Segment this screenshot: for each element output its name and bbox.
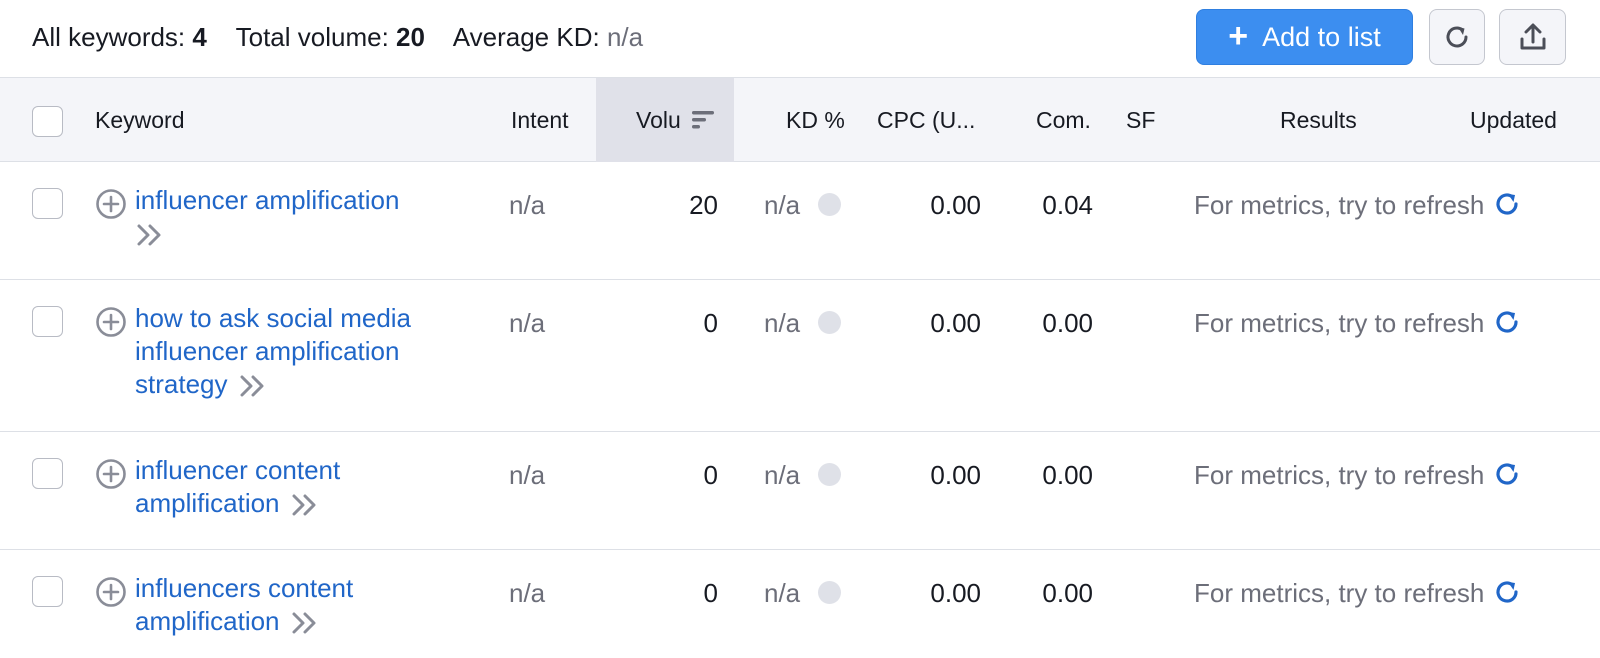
volume-value: 0: [703, 460, 718, 490]
refresh-icon: [1446, 26, 1468, 48]
refresh-icon[interactable]: [1492, 577, 1522, 607]
kd-value: n/a: [764, 190, 801, 220]
total-volume-stat: Total volume: 20: [235, 22, 425, 52]
double-chevron-right-icon[interactable]: [290, 610, 320, 636]
intent-value: n/a: [509, 578, 546, 608]
column-volume[interactable]: Volu: [596, 78, 734, 162]
column-keyword[interactable]: Keyword: [95, 107, 185, 133]
column-sf[interactable]: SF: [1126, 107, 1156, 133]
row-checkbox[interactable]: [32, 188, 63, 219]
refresh-icon[interactable]: [1492, 189, 1522, 219]
kd-cell: n/a: [764, 306, 842, 340]
kd-indicator: [818, 463, 842, 487]
summary-stats: All keywords: 4 Total volume: 20 Average…: [32, 20, 665, 54]
kd-indicator: [818, 581, 842, 605]
average-kd-stat: Average KD: n/a: [452, 22, 644, 52]
volume-value: 0: [703, 578, 718, 608]
column-com[interactable]: Com.: [1036, 107, 1091, 133]
results-cell: For metrics, try to refresh: [1194, 188, 1522, 222]
add-to-list-button[interactable]: + Add to list: [1196, 9, 1413, 65]
column-volume-label: Volu: [636, 107, 681, 133]
cpc-value: 0.00: [930, 190, 981, 220]
column-kd[interactable]: KD %: [786, 107, 845, 133]
kd-cell: n/a: [764, 188, 842, 222]
plus-icon: +: [1228, 16, 1249, 55]
intent-value: n/a: [509, 460, 546, 490]
total-volume-value: 20: [396, 22, 425, 52]
volume-value: 20: [689, 190, 718, 220]
refresh-icon[interactable]: [1492, 459, 1522, 489]
add-keyword-icon[interactable]: [95, 458, 127, 490]
row-checkbox[interactable]: [32, 306, 63, 337]
refresh-icon[interactable]: [1492, 307, 1522, 337]
all-keywords-count: 4: [192, 22, 207, 52]
column-updated[interactable]: Updated: [1470, 107, 1557, 133]
keyword-link[interactable]: influencer amplification: [135, 184, 475, 250]
kd-cell: n/a: [764, 576, 842, 610]
kd-indicator: [818, 193, 842, 217]
kd-value: n/a: [764, 578, 801, 608]
export-icon: [1520, 23, 1545, 50]
add-keyword-icon[interactable]: [95, 188, 127, 220]
column-intent[interactable]: Intent: [511, 107, 569, 133]
add-keyword-icon[interactable]: [95, 306, 127, 338]
com-value: 0.00: [1042, 460, 1093, 490]
results-cell: For metrics, try to refresh: [1194, 576, 1522, 610]
results-cell: For metrics, try to refresh: [1194, 306, 1522, 340]
column-cpc[interactable]: CPC (U...: [877, 107, 976, 133]
keyword-link[interactable]: influencer content amplification: [135, 455, 341, 518]
double-chevron-right-icon[interactable]: [290, 492, 320, 518]
com-value: 0.00: [1042, 578, 1093, 608]
double-chevron-right-icon[interactable]: [135, 222, 165, 248]
refresh-button[interactable]: [1429, 9, 1485, 65]
average-kd-value: n/a: [606, 22, 644, 52]
intent-value: n/a: [509, 308, 546, 338]
double-chevron-right-icon[interactable]: [238, 373, 268, 399]
keyword-link[interactable]: how to ask social media influencer ampli…: [135, 303, 412, 399]
table-row: influencers content amplification n/a 0 …: [0, 550, 1600, 658]
kd-indicator: [818, 311, 842, 335]
add-keyword-icon[interactable]: [95, 576, 127, 608]
kd-value: n/a: [764, 308, 801, 338]
table-row: how to ask social media influencer ampli…: [0, 280, 1600, 432]
table-header: Keyword Intent Volu KD % CPC (U... Com. …: [0, 78, 1600, 162]
results-cell: For metrics, try to refresh: [1194, 458, 1522, 492]
export-button[interactable]: [1499, 9, 1566, 65]
kd-value: n/a: [764, 460, 801, 490]
all-keywords-stat: All keywords: 4: [32, 22, 207, 52]
intent-value: n/a: [509, 190, 546, 220]
table-row: influencer content amplification n/a 0 n…: [0, 432, 1600, 550]
cpc-value: 0.00: [930, 578, 981, 608]
kd-cell: n/a: [764, 458, 842, 492]
summary-bar: All keywords: 4 Total volume: 20 Average…: [0, 0, 1600, 78]
select-all-checkbox[interactable]: [32, 106, 63, 137]
row-checkbox[interactable]: [32, 458, 63, 489]
cpc-value: 0.00: [930, 308, 981, 338]
com-value: 0.00: [1042, 308, 1093, 338]
add-to-list-label: Add to list: [1262, 21, 1381, 52]
keyword-link[interactable]: influencers content amplification: [135, 573, 354, 636]
row-checkbox[interactable]: [32, 576, 63, 607]
cpc-value: 0.00: [930, 460, 981, 490]
volume-value: 0: [703, 308, 718, 338]
com-value: 0.04: [1042, 190, 1093, 220]
sort-icon: [692, 111, 714, 129]
table-row: influencer amplification n/a 20 n/a 0.00…: [0, 162, 1600, 280]
column-results[interactable]: Results: [1280, 107, 1357, 133]
